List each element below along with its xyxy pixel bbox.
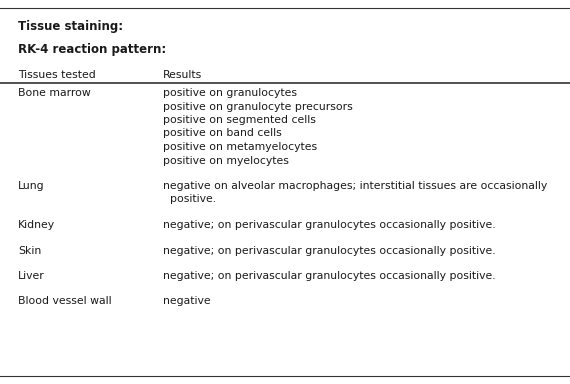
Text: Blood vessel wall: Blood vessel wall [18, 296, 112, 306]
Text: Kidney: Kidney [18, 220, 55, 230]
Text: Lung: Lung [18, 181, 44, 191]
Text: Tissues tested: Tissues tested [18, 70, 96, 80]
Text: negative: negative [163, 296, 211, 306]
Text: positive on myelocytes: positive on myelocytes [163, 156, 289, 166]
Text: positive on band cells: positive on band cells [163, 129, 282, 139]
Text: Results: Results [163, 70, 202, 80]
Text: positive on metamyelocytes: positive on metamyelocytes [163, 142, 317, 152]
Text: negative; on perivascular granulocytes occasionally positive.: negative; on perivascular granulocytes o… [163, 271, 496, 281]
Text: Skin: Skin [18, 245, 41, 255]
Text: positive on granulocytes: positive on granulocytes [163, 88, 297, 98]
Text: positive on granulocyte precursors: positive on granulocyte precursors [163, 101, 353, 111]
Text: Tissue staining:: Tissue staining: [18, 20, 123, 33]
Text: Liver: Liver [18, 271, 45, 281]
Text: RK-4 reaction pattern:: RK-4 reaction pattern: [18, 43, 166, 56]
Text: negative; on perivascular granulocytes occasionally positive.: negative; on perivascular granulocytes o… [163, 220, 496, 230]
Text: Bone marrow: Bone marrow [18, 88, 91, 98]
Text: negative on alveolar macrophages; interstitial tissues are occasionally: negative on alveolar macrophages; inters… [163, 181, 547, 191]
Text: positive.: positive. [163, 195, 216, 205]
Text: negative; on perivascular granulocytes occasionally positive.: negative; on perivascular granulocytes o… [163, 245, 496, 255]
Text: positive on segmented cells: positive on segmented cells [163, 115, 316, 125]
